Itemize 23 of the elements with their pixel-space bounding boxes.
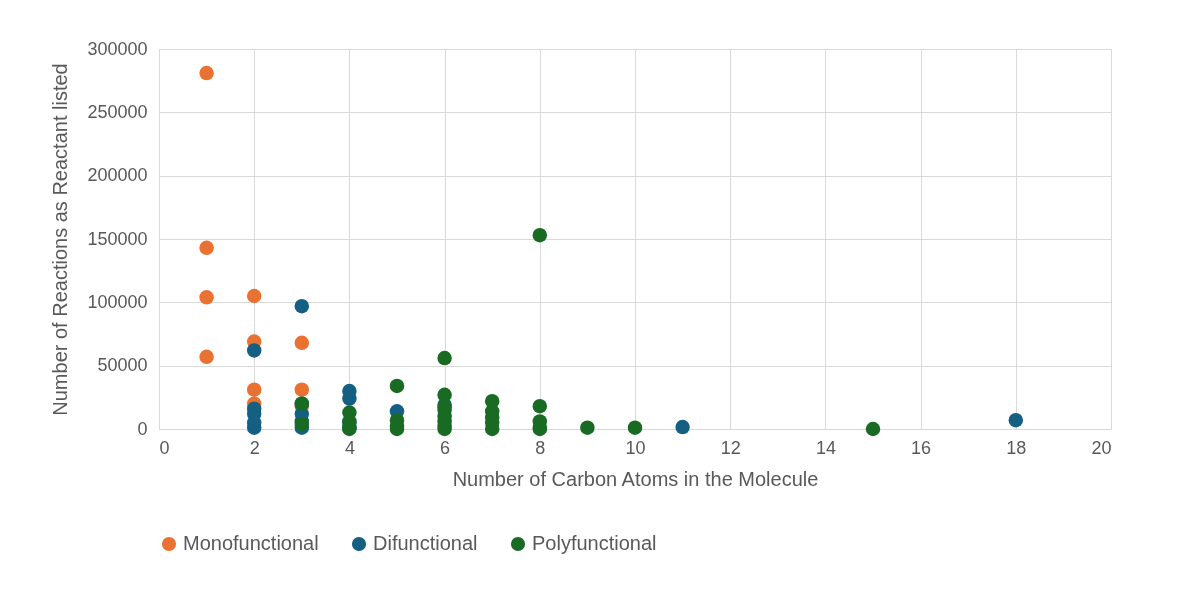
x-tick-label: 14 (815, 437, 836, 458)
y-tick-label: 200000 (87, 165, 148, 186)
x-tick-label: 20 (1091, 437, 1112, 458)
x-tick-label: 10 (625, 437, 646, 458)
x-axis-title: Number of Carbon Atoms in the Molecule (452, 467, 819, 490)
x-tick-label: 18 (1006, 437, 1027, 458)
legend-label: Difunctional (373, 532, 478, 554)
x-tick-label: 0 (159, 437, 170, 458)
x-tick-label: 6 (440, 437, 451, 458)
y-tick-label: 150000 (87, 228, 148, 249)
y-tick-label: 0 (137, 418, 148, 439)
x-tick-label: 12 (720, 437, 741, 458)
y-tick-label: 300000 (87, 38, 148, 59)
legend-label: Polyfunctional (532, 532, 657, 554)
x-tick-label: 2 (249, 437, 260, 458)
y-tick-label: 250000 (87, 101, 148, 122)
legend-label: Monofunctional (183, 532, 319, 554)
y-tick-label: 50000 (97, 355, 148, 376)
y-axis-title: Number of Reactions as Reactant listed (49, 63, 72, 416)
x-tick-label: 4 (344, 437, 355, 458)
x-tick-label: 16 (911, 437, 932, 458)
x-tick-label: 8 (535, 437, 546, 458)
y-tick-label: 100000 (87, 291, 148, 312)
